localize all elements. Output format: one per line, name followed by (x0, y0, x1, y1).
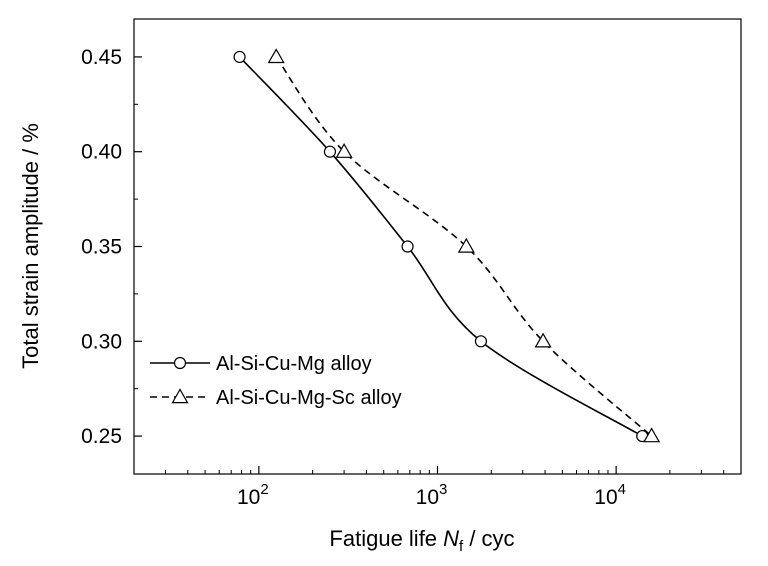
x-tick-label: 104 (594, 481, 626, 509)
y-tick-label: 0.40 (81, 141, 122, 164)
y-tick-label: 0.35 (81, 236, 122, 259)
triangle-marker (457, 237, 475, 253)
y-tick-label: 0.30 (81, 330, 122, 353)
circle-marker (323, 145, 337, 158)
x-axis-title-prefix: Fatigue life (329, 526, 443, 551)
x-tick-base: 10 (594, 486, 617, 509)
x-tick-label: 102 (237, 481, 269, 509)
y-tick-label: 0.45 (81, 46, 122, 69)
y-axis-title: Total strain amplitude / % (18, 123, 43, 369)
x-axis-title: Fatigue life Nf / cyc (329, 526, 514, 555)
x-axis-title-sub: f (459, 538, 464, 555)
y-tick-label: 0.25 (81, 425, 122, 448)
x-tick-label: 103 (416, 481, 448, 509)
legend-marker (171, 388, 189, 404)
circle-marker (401, 240, 414, 253)
circle-marker (474, 335, 488, 348)
legend-label: Al-Si-Cu-Mg-Sc alloy (216, 387, 402, 409)
x-axis-title-suffix: / cyc (463, 526, 514, 551)
series-lines (239, 56, 653, 437)
triangle-marker (534, 332, 552, 348)
series-line-2 (275, 56, 653, 437)
triangle-marker (335, 142, 353, 158)
circle-marker (233, 50, 246, 64)
legend-label: Al-Si-Cu-Mg alloy (216, 353, 372, 375)
series-line-1 (239, 56, 643, 437)
x-tick-base: 10 (416, 486, 439, 509)
x-axis-title-var: N (443, 526, 459, 551)
legend-marker (173, 356, 187, 370)
x-tick-exponent: 2 (260, 481, 268, 498)
x-tick-exponent: 4 (618, 481, 626, 498)
x-tick-exponent: 3 (439, 481, 447, 498)
legend: Al-Si-Cu-Mg alloy Al-Si-Cu-Mg-Sc alloy (150, 353, 402, 409)
x-tick-base: 10 (237, 486, 260, 509)
triangle-marker (643, 427, 661, 443)
triangle-marker (267, 48, 285, 64)
series-markers (233, 48, 661, 443)
